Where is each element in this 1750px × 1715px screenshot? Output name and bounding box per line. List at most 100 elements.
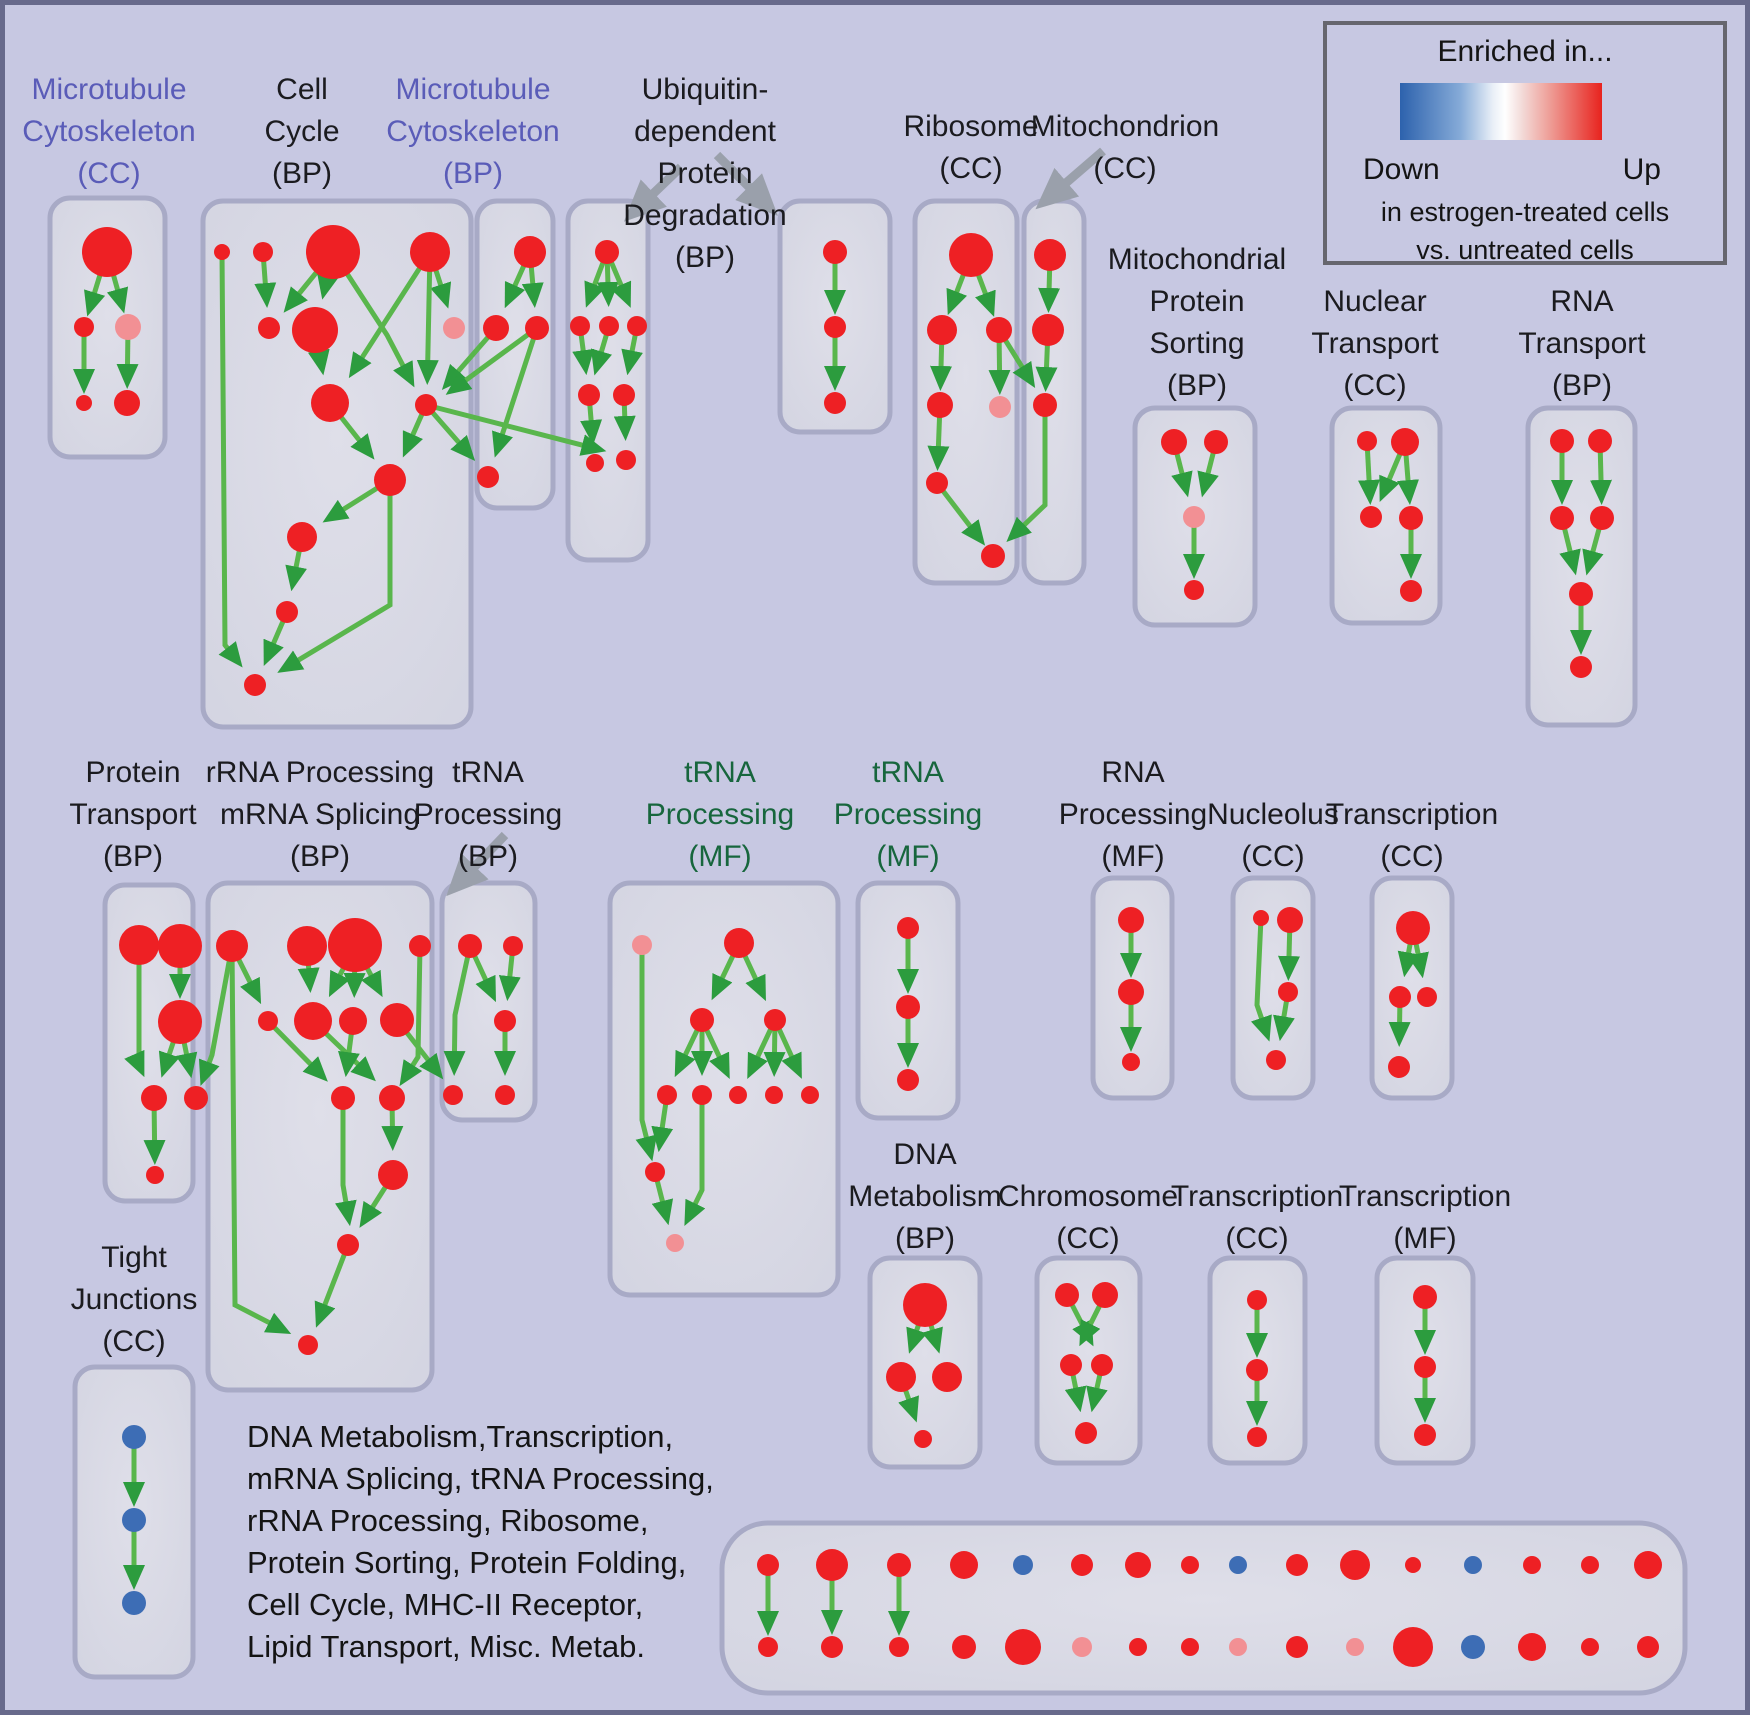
strip-node-bottom [1072,1637,1092,1657]
strip-node-bottom [1518,1633,1546,1661]
ribosome-cc-node [926,472,948,494]
mitochondrial-protein-sorting-bp-node [1161,429,1187,455]
nuclear-transport-cc-node [1400,580,1422,602]
trna-processing-mf-1-node [657,1085,677,1105]
trna-processing-mf-2-node [897,917,919,939]
legend-gradient-bar [1400,83,1602,140]
rrna-processing-mrna-splicing-bp-box [205,880,435,1393]
strip-node-top [1013,1555,1033,1575]
dna-metabolism-bp-box [867,1255,983,1470]
protein-transport-bp-label: Protein Transport (BP) [69,756,197,873]
nuclear-transport-cc-node [1399,506,1423,530]
trna-processing-mf-1-node [690,1008,714,1032]
microtubule-cytoskeleton-bp-node [525,316,549,340]
nucleolus-cc-box [1230,875,1316,1101]
strip-node-top [1634,1551,1662,1579]
nuclear-transport-cc-node [1360,506,1382,528]
arrow-to-mitochondrion-box [1035,147,1106,210]
cell-cycle-bp-node [258,317,280,339]
relation-arrow [635,945,657,1162]
relation-arrow [330,250,415,388]
cell-cycle-bp-node [292,307,338,353]
trna-processing-mf-1-node [764,1009,786,1031]
ubiquitin-degradation-bp-box1-node [595,240,619,264]
nucleolus-cc-node [1266,1050,1286,1070]
trna-processing-mf-1-box [607,880,841,1298]
cell-cycle-bp-node [276,601,298,623]
cell-cycle-bp-node [244,674,266,696]
trna-processing-bp-node [503,936,523,956]
strip-node-top [1181,1556,1199,1574]
ubiquitin-degradation-bp-box2-node [823,240,847,264]
cell-cycle-bp-node [410,232,450,272]
relation-arrow [443,945,473,1077]
transcription-cc-mid-node [1388,1056,1410,1078]
protein-transport-bp-node [146,1166,164,1184]
rrna-processing-mrna-splicing-bp-node [380,1003,414,1037]
trna-processing-bp-label: tRNA Processing (BP) [413,756,563,873]
ubiquitin-degradation-bp-box1-node [613,384,635,406]
relation-arrow [1006,405,1048,543]
chromosome-cc-label: Chromosome (CC) [997,1180,1179,1255]
transcription-cc-bottom-label: Transcription (CC) [1170,1180,1344,1255]
cell-cycle-bp-label: Cell Cycle (BP) [264,73,340,190]
rrna-processing-mrna-splicing-bp-node [216,930,248,962]
ubiquitin-degradation-bp-box1-node [570,316,590,336]
dna-metabolism-bp-node [932,1362,962,1392]
microtubule-cytoskeleton-cc-node [76,395,92,411]
strip-node-bottom [1461,1635,1485,1659]
strip-node-top [757,1554,779,1576]
trna-processing-mf-2-node [897,1069,919,1091]
transcription-cc-mid-node [1396,911,1430,945]
merged-categories-text-line: Protein Sorting, Protein Folding, [247,1545,687,1580]
ubiquitin-degradation-bp-box1-node [616,450,636,470]
rna-transport-bp-node [1550,506,1574,530]
protein-transport-bp-node [141,1085,167,1111]
relation-arrow [416,251,439,386]
relation-arrow [425,402,607,456]
rna-processing-mf-node [1118,907,1144,933]
rrna-processing-mrna-splicing-bp-node [378,1160,408,1190]
strip-node-bottom [889,1637,909,1657]
chromosome-cc-node [1091,1354,1113,1376]
relation-arrow [935,481,986,546]
mitochondrial-protein-sorting-bp-node [1204,430,1228,454]
arrow-to-ubiquitin-box1 [623,163,685,222]
strip-node-top [887,1553,911,1577]
rna-transport-bp-node [1590,506,1614,530]
ubiquitin-degradation-bp-box2-node [824,392,846,414]
merged-categories-text-line: DNA Metabolism,Transcription, [247,1419,674,1454]
nuclear-transport-cc-node [1391,428,1419,456]
transcription-cc-mid-label: Transcription (CC) [1325,798,1499,873]
strip-node-bottom [821,1636,843,1658]
strip-node-bottom [1346,1638,1364,1656]
ubiquitin-degradation-bp-box1-node [586,454,604,472]
microtubule-cytoskeleton-cc-label: Microtubule Cytoskeleton (CC) [22,73,196,190]
trna-processing-mf-1-node [724,928,754,958]
chromosome-cc-box [1034,1255,1143,1466]
nucleolus-cc-node [1277,907,1303,933]
relation-arrow [684,1095,706,1227]
trna-processing-mf-1-node [692,1085,712,1105]
ubiquitin-degradation-bp-label-label: Ubiquitin-dependent Protein Degradation (BP… [623,73,787,274]
ribosome-cc-node [981,544,1005,568]
transcription-mf-label: Transcription (MF) [1338,1180,1512,1255]
mitochondrion-cc-node [1034,239,1066,271]
rna-transport-bp-node [1588,429,1612,453]
rna-processing-mf-node [1118,979,1144,1005]
rna-transport-bp-node [1570,656,1592,678]
relation-arrow [198,945,235,1086]
rna-transport-bp-node [1569,582,1593,606]
network-diagram-canvas [47,147,1688,1696]
relation-arrow [229,945,292,1334]
relation-arrow [124,945,145,1078]
trna-processing-bp-node [495,1085,515,1105]
nuclear-transport-cc-node [1357,431,1377,451]
rrna-processing-mrna-splicing-bp-node [337,1234,359,1256]
microtubule-cytoskeleton-bp-label: Microtubule Cytoskeleton (BP) [386,73,560,190]
strip-node-top [1229,1556,1247,1574]
ubiquitin-degradation-bp-box1-node [578,384,600,406]
relation-arrow [334,1098,357,1227]
strip-node-bottom [1129,1638,1147,1656]
